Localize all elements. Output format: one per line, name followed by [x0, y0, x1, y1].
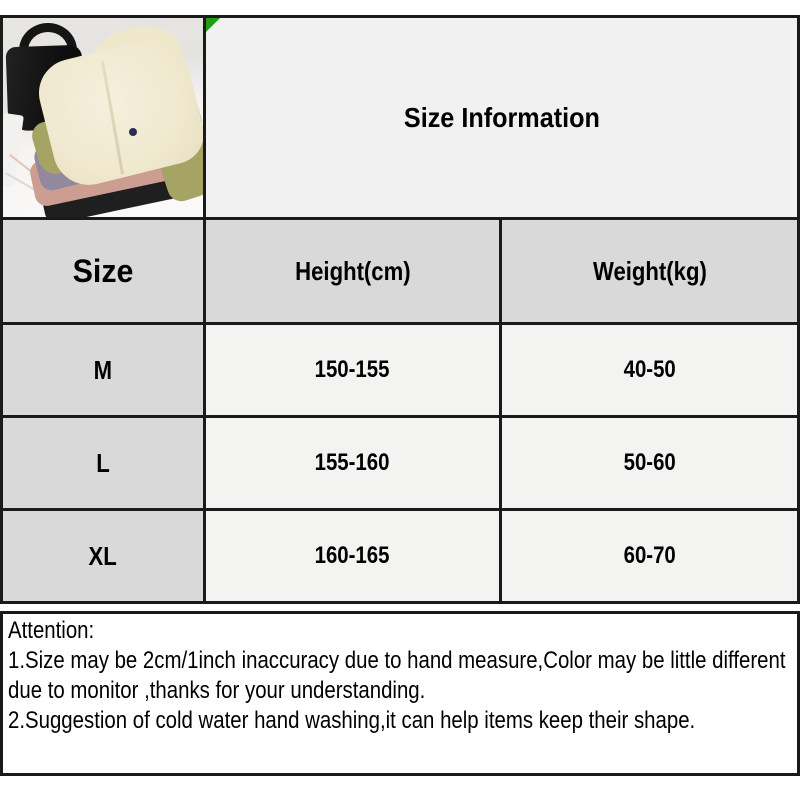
header-weight: Weight(kg)	[502, 220, 797, 322]
attention-heading: Attention:	[8, 617, 95, 644]
jacket-logo	[129, 128, 137, 136]
product-photo	[3, 18, 206, 217]
height-value: 160-165	[315, 542, 390, 569]
cell-size-xl: XL	[3, 511, 206, 601]
size-table-frame: Size Information Size Height(cm) Weight(…	[0, 15, 800, 604]
table-row-xl: XL 160-165 60-70	[3, 511, 797, 601]
page-title: Size Information	[403, 101, 600, 133]
size-label: L	[96, 447, 110, 478]
attention-line-1: 1.Size may be 2cm/1inch inaccuracy due t…	[8, 647, 786, 704]
header-size-label: Size	[72, 252, 134, 289]
cell-weight-xl: 60-70	[502, 511, 797, 601]
cell-size-m: M	[3, 325, 206, 415]
height-value: 155-160	[315, 449, 390, 476]
cell-height-l: 155-160	[206, 418, 502, 508]
weight-value: 60-70	[623, 542, 676, 569]
size-label: M	[93, 354, 113, 385]
cell-weight-l: 50-60	[502, 418, 797, 508]
weight-value: 40-50	[623, 356, 676, 383]
attention-note: Attention: 1.Size may be 2cm/1inch inacc…	[0, 611, 800, 776]
height-value: 150-155	[315, 356, 390, 383]
table-row-l: L 155-160 50-60	[3, 418, 797, 511]
cell-height-m: 150-155	[206, 325, 502, 415]
cell-size-l: L	[3, 418, 206, 508]
weight-value: 50-60	[623, 449, 676, 476]
cell-height-xl: 160-165	[206, 511, 502, 601]
table-row-m: M 150-155 40-50	[3, 325, 797, 418]
top-section: Size Information	[3, 18, 797, 220]
header-size: Size	[3, 220, 206, 322]
title-panel: Size Information	[206, 18, 797, 217]
size-label: XL	[88, 540, 118, 571]
attention-text: Attention: 1.Size may be 2cm/1inch inacc…	[8, 616, 797, 736]
cell-weight-m: 40-50	[502, 325, 797, 415]
corner-marker-icon	[206, 18, 220, 32]
header-height: Height(cm)	[206, 220, 502, 322]
table-header-row: Size Height(cm) Weight(kg)	[3, 220, 797, 325]
attention-line-2: 2.Suggestion of cold water hand washing,…	[8, 707, 696, 734]
header-height-label: Height(cm)	[294, 255, 411, 286]
header-weight-label: Weight(kg)	[592, 255, 707, 286]
